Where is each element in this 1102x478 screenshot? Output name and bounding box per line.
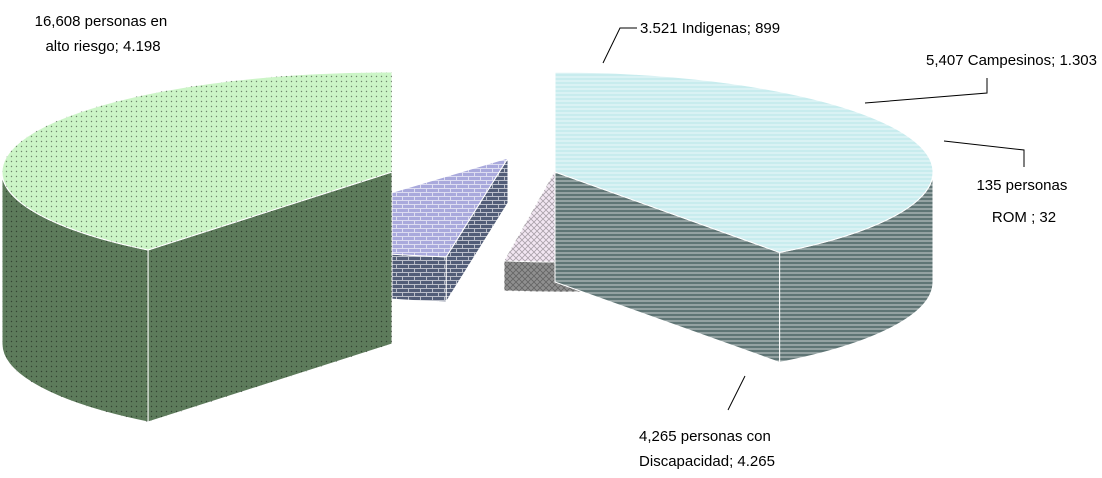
leader-line-indigenas — [602, 27, 637, 64]
pie-slice-alto-riesgo — [1, 71, 393, 423]
slice-label-campesinos: 5,407 Campesinos; 1.303 — [926, 52, 1097, 69]
slice-label-discapacidad: 4,265 personas con Discapacidad; 4.265 — [639, 428, 775, 470]
pie-slice-discapacidad — [554, 71, 934, 364]
leader-line-campesinos — [864, 78, 988, 104]
leader-line-rom — [943, 140, 1025, 167]
slice-label-alto-riesgo: 16,608 personas en alto riesgo; 4.198 — [35, 13, 172, 55]
slice-label-indigenas: 3.521 Indigenas; 899 — [640, 20, 780, 37]
slice-label-rom: 135 personas ROM ; 32 — [976, 177, 1071, 226]
leader-line-discapacidad — [727, 375, 746, 411]
